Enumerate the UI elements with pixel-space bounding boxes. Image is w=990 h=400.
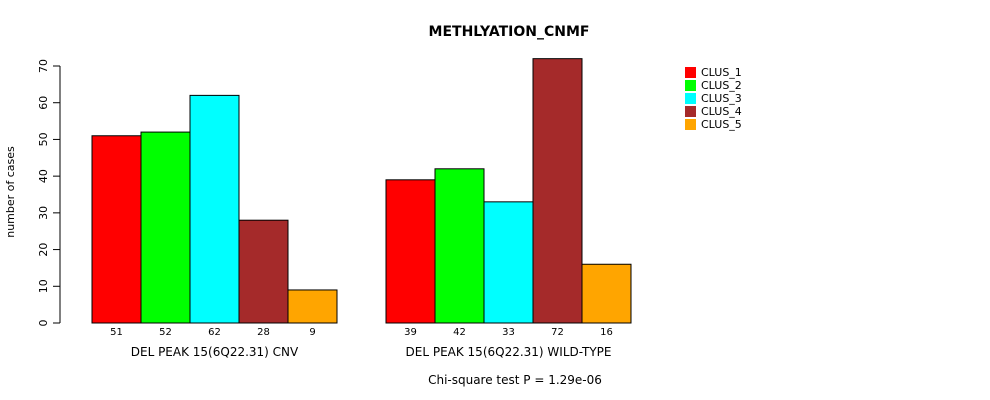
y-axis: 0 10 20 30 40 50 60 70: [37, 59, 61, 327]
legend-label: CLUS_3: [701, 92, 742, 105]
group-label: DEL PEAK 15(6Q22.31) WILD-TYPE: [406, 345, 612, 359]
legend-label: CLUS_1: [701, 66, 742, 79]
legend-swatch-clus-1: [685, 67, 696, 78]
y-tick-label: 40: [37, 169, 50, 183]
legend-label: CLUS_2: [701, 79, 742, 92]
y-tick-label: 30: [37, 206, 50, 220]
legend-swatch-clus-2: [685, 80, 696, 91]
bar-value-label: 62: [208, 327, 221, 338]
bar-clus-3-cnv: [189, 94, 240, 324]
legend-label: CLUS_4: [701, 105, 742, 118]
y-tick-label: 0: [37, 320, 50, 327]
chart-title: METHLYATION_CNMF: [429, 24, 590, 40]
bar-clus-1-wild-type: [385, 179, 436, 324]
bar-clus-2-cnv: [140, 131, 191, 324]
legend-label: CLUS_5: [701, 118, 742, 131]
y-tick-label: 10: [37, 279, 50, 293]
bar-clus-4-wild-type: [532, 58, 583, 324]
bar-value-label: 52: [159, 327, 172, 338]
bars: [91, 58, 632, 324]
footer-stat: Chi-square test P = 1.29e-06: [428, 373, 602, 387]
group-label: DEL PEAK 15(6Q22.31) CNV: [131, 345, 299, 359]
bar-clus-3-wild-type: [483, 201, 534, 324]
bar-clus-5-wild-type: [581, 263, 632, 324]
legend-swatch-clus-3: [685, 93, 696, 104]
bar-clus-5-cnv: [287, 289, 338, 324]
bar-clus-4-cnv: [238, 219, 289, 324]
bar-value-label: 16: [600, 327, 613, 338]
y-tick-label: 50: [37, 132, 50, 146]
bar-value-label: 28: [257, 327, 270, 338]
y-tick-label: 60: [37, 96, 50, 110]
bar-value-label: 72: [551, 327, 564, 338]
bar-clus-1-cnv: [91, 135, 142, 324]
group-labels: DEL PEAK 15(6Q22.31) CNV DEL PEAK 15(6Q22…: [131, 345, 612, 359]
legend-swatch-clus-5: [685, 119, 696, 130]
value-labels: 51 52 62 28 9 39 42 33 72 16: [110, 327, 613, 338]
bar-value-label: 42: [453, 327, 466, 338]
y-axis-label: number of cases: [4, 146, 17, 238]
bar-value-label: 33: [502, 327, 515, 338]
bar-value-label: 39: [404, 327, 417, 338]
y-tick-label: 70: [37, 59, 50, 73]
y-tick-label: 20: [37, 243, 50, 257]
bar-value-label: 51: [110, 327, 123, 338]
bar-value-label: 9: [309, 327, 315, 338]
legend-swatch-clus-4: [685, 106, 696, 117]
bar-clus-2-wild-type: [434, 168, 485, 324]
